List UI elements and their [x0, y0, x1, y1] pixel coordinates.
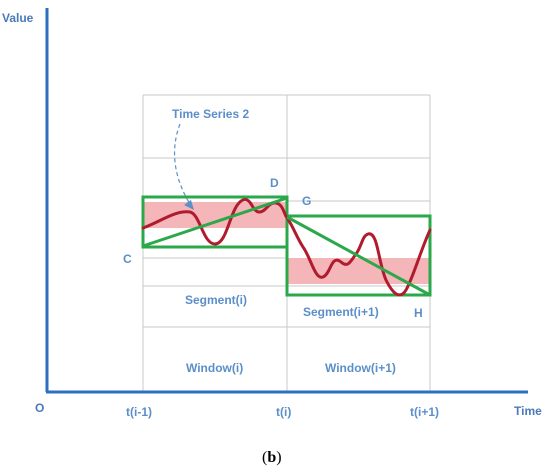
- x-axis-label: Time: [514, 404, 542, 418]
- series-label: Time Series 2: [172, 107, 249, 121]
- caption-open: (: [262, 449, 267, 466]
- tick-label-t-i-plus-1: t(i+1): [410, 405, 439, 419]
- point-label-h: H: [414, 306, 423, 320]
- tick-label-t-i-minus-1: t(i-1): [126, 405, 152, 419]
- window-label-i: Window(i): [186, 361, 243, 375]
- segment-i1-box: [285, 214, 432, 297]
- caption-close: ): [276, 449, 281, 466]
- trend-line-g-h: [286, 215, 431, 297]
- point-label-d: D: [270, 176, 279, 190]
- series-arrow-shaft: [173, 123, 191, 205]
- origin-label: O: [35, 401, 44, 415]
- window-label-i1: Window(i+1): [325, 361, 396, 375]
- caption-letter: b: [267, 449, 276, 466]
- point-label-c: C: [123, 252, 132, 266]
- point-label-g: G: [302, 194, 311, 208]
- series-arrow-head: [184, 200, 194, 210]
- trend-line-c-d: [142, 196, 288, 248]
- segment-label-i: Segment(i): [185, 293, 247, 307]
- series-arrow: [173, 123, 194, 210]
- tick-label-t-i: t(i): [276, 405, 291, 419]
- segment-label-i1: Segment(i+1): [303, 305, 379, 319]
- figure-caption: (b): [262, 449, 282, 466]
- y-axis-label: Value: [2, 11, 34, 25]
